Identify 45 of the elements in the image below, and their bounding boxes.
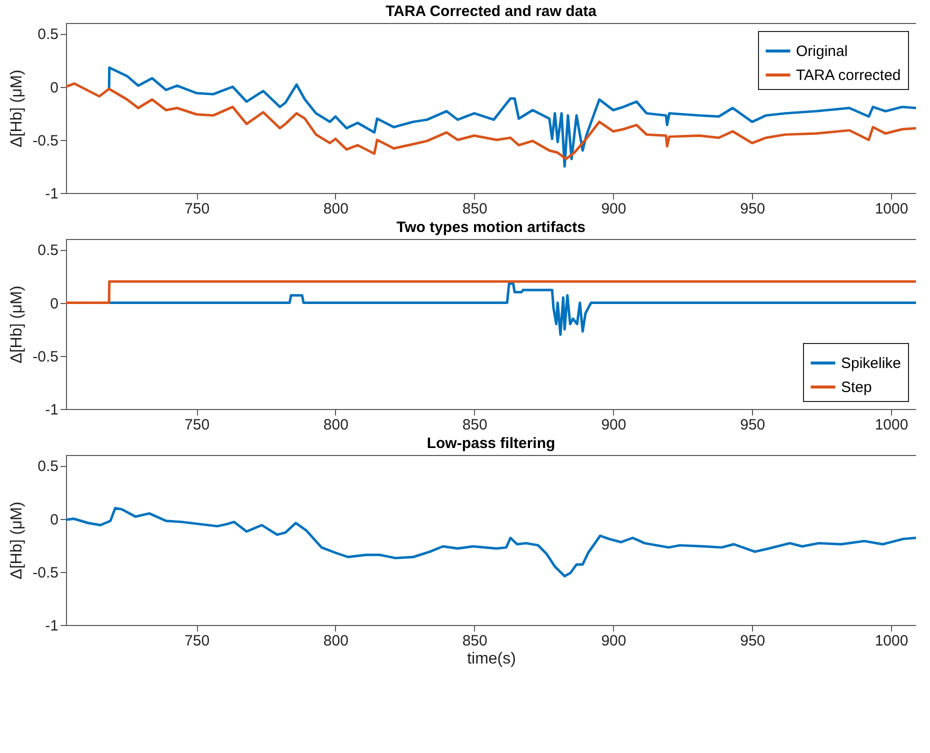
x-tick-label: 950 xyxy=(740,416,766,434)
y-tick-label: 0.5 xyxy=(38,242,58,260)
x-tick-label: 800 xyxy=(323,200,348,218)
legend-label: Original xyxy=(796,43,848,60)
x-tick-label: 800 xyxy=(323,632,348,650)
y-tick-label: 0.5 xyxy=(38,458,58,476)
y-tick-label: 0 xyxy=(50,295,58,312)
x-tick-label: 1000 xyxy=(874,200,908,218)
x-tick-label: 750 xyxy=(184,632,210,650)
x-tick-label: 1000 xyxy=(874,632,908,650)
y-tick-label: -1 xyxy=(45,186,58,202)
x-tick-label: 750 xyxy=(184,416,210,434)
line-series xyxy=(108,66,916,168)
y-tick-label: -0.5 xyxy=(32,348,58,366)
y-axis-title: Δ[Hb] (μM) xyxy=(8,286,26,364)
legend-label: Spikelike xyxy=(841,355,902,372)
chart-title: Two types motion artifacts xyxy=(396,219,586,236)
x-tick-label: 950 xyxy=(740,632,766,650)
x-tick-label: 900 xyxy=(601,416,626,434)
x-axis-title: time(s) xyxy=(467,650,516,668)
x-tick-label: 900 xyxy=(601,632,626,650)
y-tick-label: 0 xyxy=(50,79,58,96)
x-tick-label: 850 xyxy=(462,200,488,218)
x-tick-label: 1000 xyxy=(874,416,908,434)
line-series xyxy=(66,82,916,160)
legend-label: Step xyxy=(841,379,872,396)
y-axis-title: Δ[Hb] (μM) xyxy=(8,70,26,148)
y-tick-label: -0.5 xyxy=(32,564,58,582)
y-tick-label: 0 xyxy=(50,511,58,528)
x-tick-label: 750 xyxy=(184,200,210,218)
x-tick-label: 850 xyxy=(462,416,488,434)
line-series xyxy=(108,282,916,336)
y-tick-label: -1 xyxy=(45,618,58,634)
y-tick-label: -0.5 xyxy=(32,132,58,150)
legend-label: TARA corrected xyxy=(796,67,901,84)
x-tick-label: 950 xyxy=(740,200,766,218)
chart-title: TARA Corrected and raw data xyxy=(386,3,598,20)
x-tick-label: 850 xyxy=(462,632,488,650)
x-tick-label: 800 xyxy=(323,416,348,434)
line-series xyxy=(66,506,916,578)
y-tick-label: -1 xyxy=(45,402,58,418)
x-tick-label: 900 xyxy=(601,200,626,218)
y-tick-label: 0.5 xyxy=(38,26,58,44)
y-axis-title: Δ[Hb] (μM) xyxy=(8,502,26,580)
chart-title: Low-pass filtering xyxy=(426,435,556,452)
